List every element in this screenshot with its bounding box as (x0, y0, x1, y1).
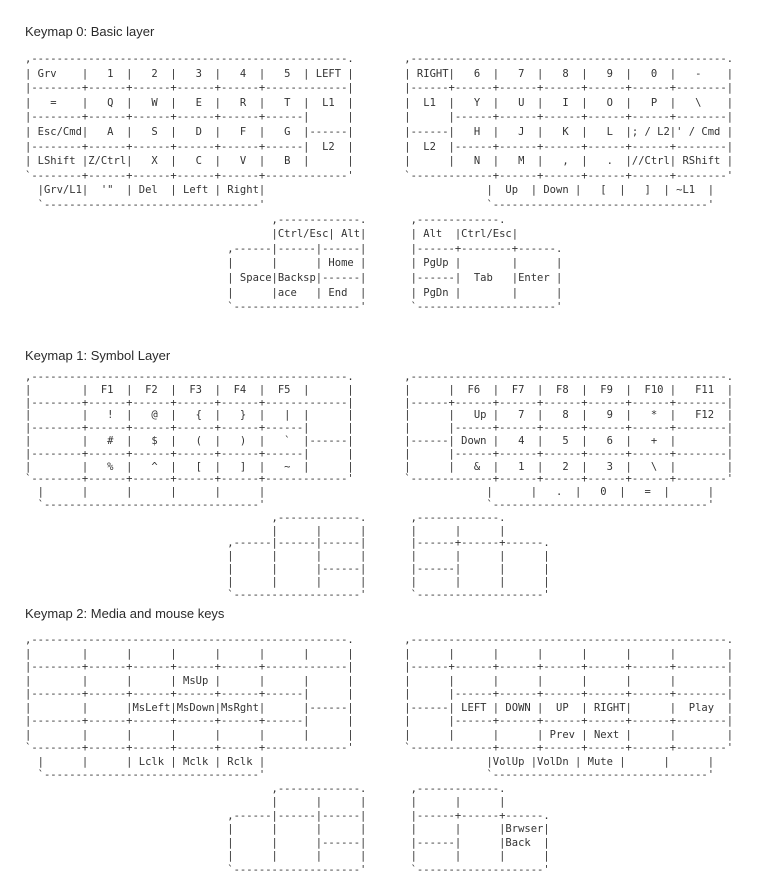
keymap-1-ascii-art: ,---------------------------------------… (25, 371, 734, 601)
keymap-2-ascii-art: ,---------------------------------------… (25, 634, 734, 876)
keymap-0-ascii-art: ,---------------------------------------… (25, 53, 734, 314)
keymap-2-title: Keymap 2: Media and mouse keys (25, 606, 225, 621)
keymap-1-title: Keymap 1: Symbol Layer (25, 348, 171, 363)
keymap-0-title: Keymap 0: Basic layer (25, 24, 155, 39)
